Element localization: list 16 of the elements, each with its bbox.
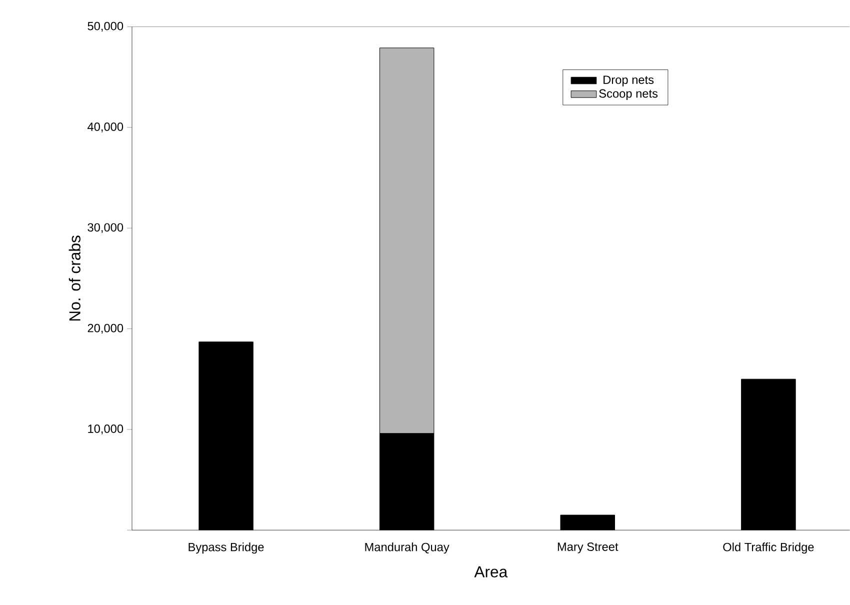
bar	[198, 342, 254, 530]
legend-label: Drop nets	[604, 76, 654, 87]
y-tick-label: 40,000	[88, 122, 124, 133]
legend-label: Scoop nets	[599, 89, 658, 100]
x-tick-label: Bypass Bridge	[188, 542, 264, 554]
x-axis-title: Area	[474, 566, 508, 578]
y-tick-label: 20,000	[88, 324, 124, 334]
y-tick-label: 10,000	[88, 424, 124, 435]
bar	[560, 514, 616, 530]
y-tick-label: 50,000	[88, 22, 124, 32]
x-tick-label: Old Traffic Bridge	[723, 542, 814, 554]
y-axis-title: No. of crabs	[68, 236, 80, 321]
x-tick-label: Mary Street	[558, 542, 618, 554]
y-tick-label: 30,000	[88, 223, 124, 234]
x-tick-label: Mandurah Quay	[365, 542, 450, 554]
bar	[741, 379, 796, 530]
